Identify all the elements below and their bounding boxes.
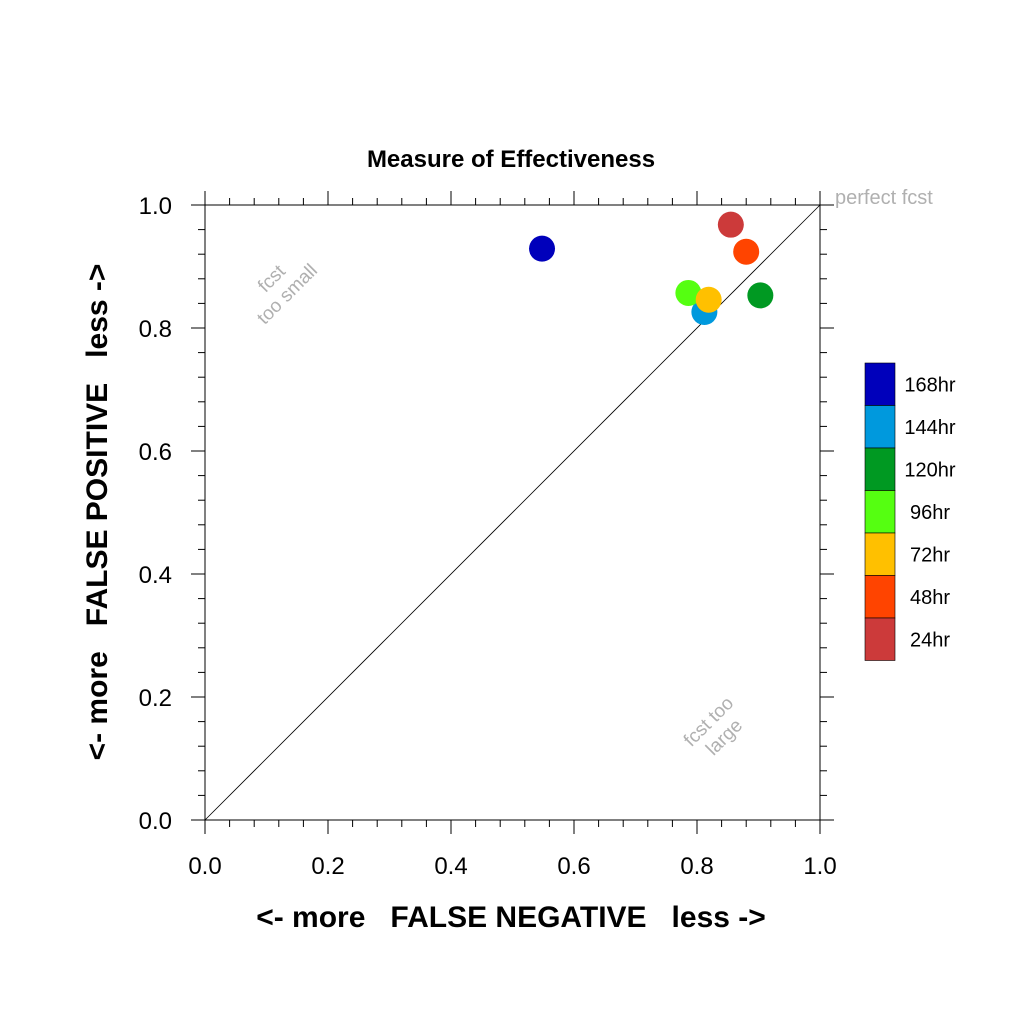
annotation-fcst-too-large: fcst too large [680,693,747,760]
legend-label-72hr: 72hr [910,544,950,566]
data-point-168hr [529,235,556,262]
legend: 168hr 144hr 120hr 96hr 72hr 48hr 24hr [864,362,956,661]
plot-frame [204,204,821,821]
y-axis-ticks: 0.0 0.2 0.4 0.6 0.8 1.0 [139,193,834,835]
x-tick-label: 0.8 [680,853,713,880]
y-axis-label: <- more FALSE POSITIVE less -> [81,264,114,761]
data-point-48hr [733,238,760,265]
annotation-fcst-too-small: fcst too small [253,260,322,329]
data-point-72hr [695,286,722,313]
legend-swatch-96hr [864,490,896,534]
too-small-line-2: too small [253,260,322,329]
x-tick-label: 0.2 [311,853,344,880]
y-tick-label: 0.6 [139,439,172,466]
legend-swatch-24hr [864,617,896,661]
legend-label-120hr: 120hr [904,459,955,481]
legend-label-48hr: 48hr [910,587,950,609]
legend-swatch-48hr [864,575,896,619]
data-point-96hr [675,279,702,306]
legend-label-144hr: 144hr [904,417,955,439]
data-point-120hr [747,282,774,309]
chart-title: Measure of Effectiveness [367,146,655,173]
annotation-perfect-fcst: perfect fcst [835,187,933,209]
y-tick-label: 0.8 [139,316,172,343]
legend-swatch-72hr [864,532,896,576]
x-tick-label: 0.4 [434,853,467,880]
y-tick-label: 0.0 [139,808,172,835]
y-tick-label: 1.0 [139,193,172,220]
y-tick-label: 0.2 [139,685,172,712]
legend-swatch-144hr [864,405,896,449]
y-tick-label: 0.4 [139,562,172,589]
x-tick-label: 0.0 [188,853,221,880]
legend-label-168hr: 168hr [904,374,955,396]
legend-label-96hr: 96hr [910,502,950,524]
x-axis-label: <- more FALSE NEGATIVE less -> [256,901,766,934]
x-tick-label: 1.0 [803,853,836,880]
legend-label-24hr: 24hr [910,629,950,651]
legend-swatch-168hr [864,362,896,406]
x-axis-ticks: 0.0 0.2 0.4 0.6 0.8 1.0 [188,191,837,880]
data-points [529,211,774,326]
x-tick-label: 0.6 [557,853,590,880]
legend-swatch-120hr [864,447,896,491]
data-point-24hr [717,211,744,238]
